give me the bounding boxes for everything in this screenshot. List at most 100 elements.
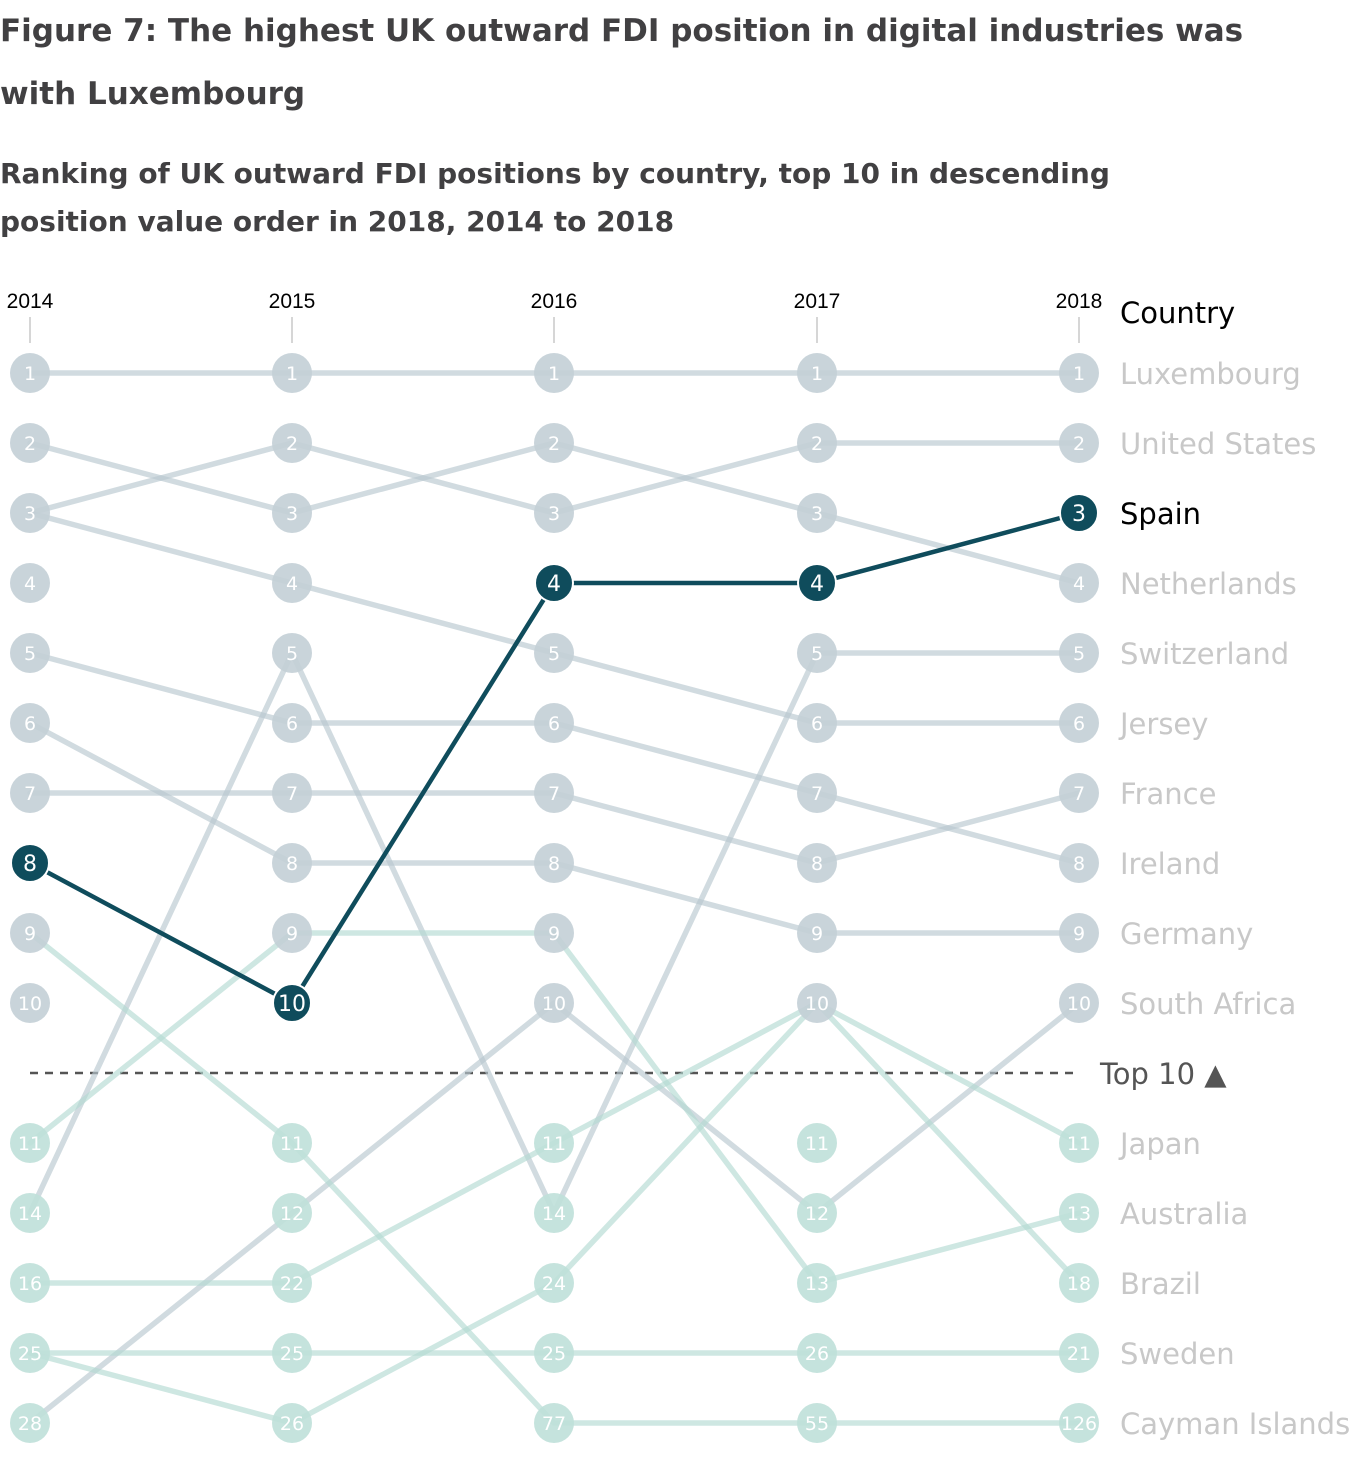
rank-marker-2018-row-12 bbox=[1059, 1193, 1099, 1233]
rank-marker-2018-row-1 bbox=[1059, 353, 1099, 393]
rank-marker-2016-row-4 bbox=[534, 563, 574, 603]
rank-value-2017-row-2: 2 bbox=[811, 433, 823, 455]
year-label-2014: 2014 bbox=[7, 290, 54, 313]
rank-value-2018-row-1: 1 bbox=[1073, 363, 1085, 385]
rank-marker-2016-row-15 bbox=[534, 1403, 574, 1443]
rank-marker-2015-row-9 bbox=[272, 913, 312, 953]
rank-value-2014-row-14: 25 bbox=[18, 1343, 42, 1365]
rank-value-2016-row-10: 10 bbox=[542, 993, 566, 1015]
rank-value-2016-row-3: 3 bbox=[548, 503, 560, 525]
rank-value-2018-row-6: 6 bbox=[1073, 713, 1085, 735]
year-label-2018: 2018 bbox=[1056, 290, 1103, 313]
rank-value-2017-row-10: 10 bbox=[805, 993, 829, 1015]
rank-value-2015-row-3: 3 bbox=[286, 503, 298, 525]
rank-marker-2016-row-7 bbox=[534, 773, 574, 813]
year-axis: 2014 2015 2016 2017 2018 Country bbox=[7, 290, 1235, 343]
rank-marker-2015-row-4 bbox=[272, 563, 312, 603]
chart-subtitle: Ranking of UK outward FDI positions by c… bbox=[0, 157, 1110, 238]
rank-marker-2017-row-11 bbox=[797, 1123, 837, 1163]
rank-value-2018-row-9: 9 bbox=[1073, 923, 1085, 945]
rank-marker-2017-row-8 bbox=[797, 843, 837, 883]
rank-value-2015-row-7: 7 bbox=[286, 783, 298, 805]
country-label-ireland: Ireland bbox=[1120, 847, 1220, 881]
rank-markers: 1 1 1 1 12 2 2 2 23 3 3 3 34 4 4 4 45 5 5 5 56 6 6 6 67 7 7 7 78 8 8 8 8… bbox=[10, 353, 1099, 1443]
rank-value-2018-row-15: 126 bbox=[1061, 1413, 1097, 1435]
rank-value-2017-row-9: 9 bbox=[811, 923, 823, 945]
rank-marker-2014-row-9 bbox=[10, 913, 50, 953]
rank-marker-2017-row-1 bbox=[797, 353, 837, 393]
rank-marker-2016-row-14 bbox=[534, 1333, 574, 1373]
rank-marker-2015-row-13 bbox=[272, 1263, 312, 1303]
rank-marker-2014-row-10 bbox=[10, 983, 50, 1023]
country-labels: Luxembourg United States Spain Netherlands S… bbox=[1118, 357, 1350, 1441]
rank-marker-2017-row-5 bbox=[797, 633, 837, 673]
rank-marker-2017-row-10 bbox=[797, 983, 837, 1023]
year-label-2017: 2017 bbox=[794, 290, 841, 313]
country-label-united-states: United States bbox=[1120, 427, 1316, 461]
rank-value-2018-row-10: 10 bbox=[1067, 993, 1091, 1015]
country-label-japan: Japan bbox=[1118, 1127, 1201, 1161]
rank-marker-2015-row-7 bbox=[272, 773, 312, 813]
country-label-sweden: Sweden bbox=[1120, 1337, 1235, 1371]
rank-value-2014-row-15: 28 bbox=[18, 1413, 42, 1435]
rank-marker-2016-row-10 bbox=[534, 983, 574, 1023]
rank-value-2015-row-14: 25 bbox=[280, 1343, 304, 1365]
year-label-2016: 2016 bbox=[531, 290, 578, 313]
rank-value-2014-row-10: 10 bbox=[18, 993, 42, 1015]
country-label-germany: Germany bbox=[1120, 917, 1253, 951]
country-label-switzerland: Switzerland bbox=[1120, 637, 1289, 671]
rank-marker-2016-row-9 bbox=[534, 913, 574, 953]
series-line-ireland bbox=[27, 650, 1082, 866]
rank-marker-2016-row-8 bbox=[534, 843, 574, 883]
rank-value-2014-row-6: 6 bbox=[24, 713, 36, 735]
cutoff-label: Top 10 ▲ bbox=[1099, 1057, 1227, 1091]
top-10-cutoff: Top 10 ▲ bbox=[30, 1057, 1227, 1091]
rank-value-2016-row-15: 77 bbox=[542, 1413, 566, 1435]
rank-value-2015-row-15: 26 bbox=[280, 1413, 304, 1435]
rank-marker-2018-row-7 bbox=[1059, 773, 1099, 813]
rank-value-2014-row-3: 3 bbox=[24, 503, 36, 525]
rank-value-2014-row-5: 5 bbox=[24, 643, 36, 665]
rank-marker-2016-row-13 bbox=[534, 1263, 574, 1303]
rank-marker-2015-row-2 bbox=[272, 423, 312, 463]
rank-value-2015-row-10: 10 bbox=[278, 992, 306, 1017]
rank-value-2016-row-13: 24 bbox=[542, 1273, 566, 1295]
rank-value-2015-row-2: 2 bbox=[286, 433, 298, 455]
rank-marker-2014-row-4 bbox=[10, 563, 50, 603]
rank-value-2018-row-11: 11 bbox=[1067, 1133, 1091, 1155]
rank-value-2017-row-4: 4 bbox=[810, 572, 824, 597]
rank-value-2015-row-8: 8 bbox=[286, 853, 298, 875]
country-label-jersey: Jersey bbox=[1118, 707, 1208, 741]
country-label-australia: Australia bbox=[1120, 1197, 1248, 1231]
rank-marker-2018-row-4 bbox=[1059, 563, 1099, 603]
country-label-south-africa: South Africa bbox=[1120, 987, 1296, 1021]
rank-value-2015-row-9: 9 bbox=[286, 923, 298, 945]
rank-value-2015-row-5: 5 bbox=[286, 643, 298, 665]
rank-value-2016-row-2: 2 bbox=[548, 433, 560, 455]
rank-value-2014-row-9: 9 bbox=[24, 923, 36, 945]
rank-marker-2017-row-15 bbox=[797, 1403, 837, 1443]
rank-marker-2016-row-12 bbox=[534, 1193, 574, 1233]
rank-marker-2018-row-5 bbox=[1059, 633, 1099, 673]
rank-value-2016-row-7: 7 bbox=[548, 783, 560, 805]
rank-marker-2017-row-12 bbox=[797, 1193, 837, 1233]
rank-value-2017-row-15: 55 bbox=[805, 1413, 829, 1435]
rank-value-2018-row-3: 3 bbox=[1072, 502, 1086, 527]
rank-marker-2015-row-10 bbox=[272, 983, 312, 1023]
rank-value-2016-row-11: 11 bbox=[542, 1133, 566, 1155]
rank-value-2018-row-5: 5 bbox=[1073, 643, 1085, 665]
rank-marker-2014-row-2 bbox=[10, 423, 50, 463]
rank-value-2018-row-8: 8 bbox=[1073, 853, 1085, 875]
rank-marker-2014-row-5 bbox=[10, 633, 50, 673]
rank-marker-2016-row-6 bbox=[534, 703, 574, 743]
rank-marker-2017-row-7 bbox=[797, 773, 837, 813]
rank-value-2016-row-5: 5 bbox=[548, 643, 560, 665]
rank-value-2018-row-4: 4 bbox=[1073, 573, 1085, 595]
country-label-spain: Spain bbox=[1120, 497, 1201, 531]
rank-marker-2015-row-8 bbox=[272, 843, 312, 883]
rank-value-2017-row-7: 7 bbox=[811, 783, 823, 805]
rank-marker-2014-row-12 bbox=[10, 1193, 50, 1233]
year-label-2015: 2015 bbox=[269, 290, 316, 313]
rank-marker-2016-row-11 bbox=[534, 1123, 574, 1163]
